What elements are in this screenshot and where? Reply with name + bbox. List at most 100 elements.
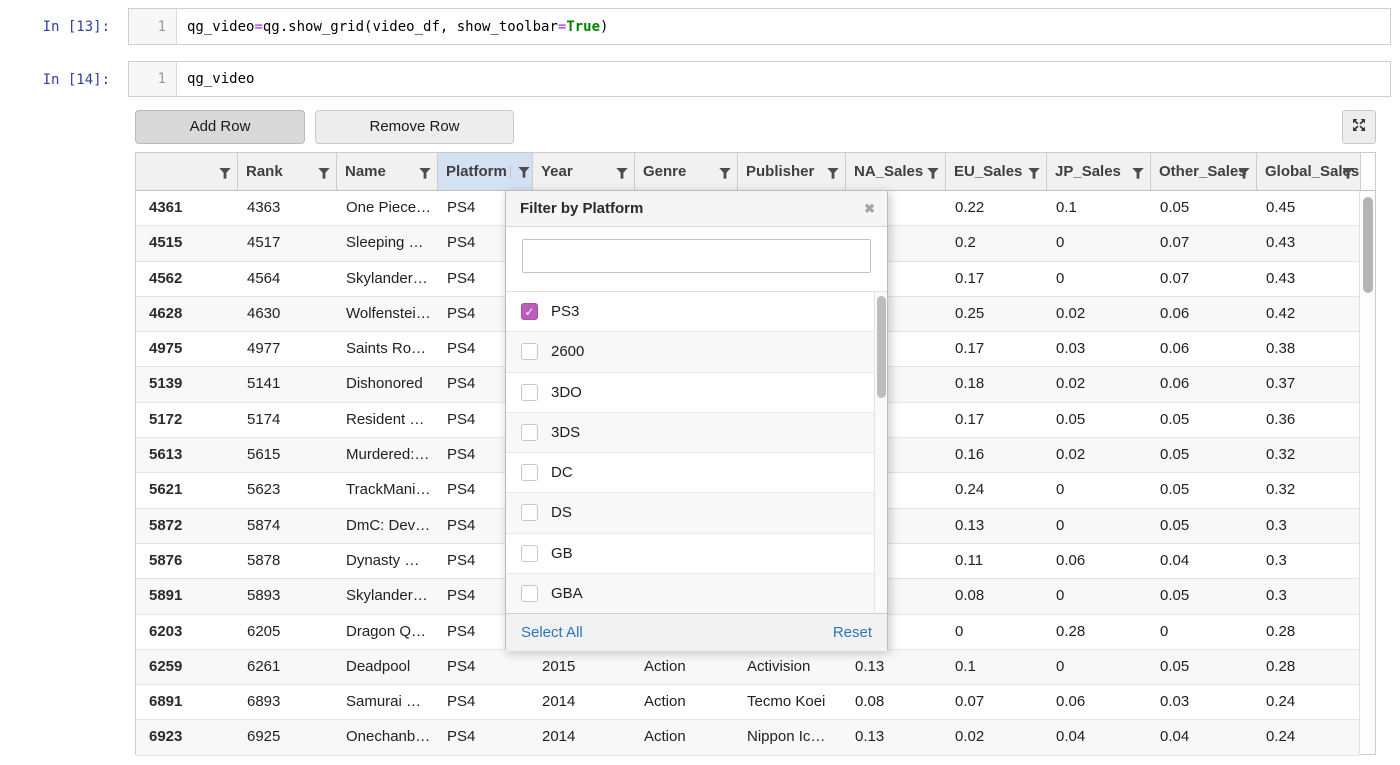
checkbox-unchecked[interactable] (521, 343, 538, 361)
filter-option-gb[interactable]: GB (506, 533, 887, 574)
table-cell: Activision (747, 657, 811, 675)
filter-option-3ds[interactable]: 3DS (506, 412, 887, 453)
checkbox-unchecked[interactable] (521, 504, 538, 522)
table-cell: 0.1 (1056, 199, 1077, 216)
table-cell: 0.07 (955, 693, 985, 711)
table-cell: 0.22 (955, 199, 985, 216)
filter-icon[interactable] (419, 166, 431, 179)
table-cell: PS4 (447, 516, 476, 534)
table-cell: 6205 (247, 622, 281, 640)
table-cell: 0.04 (1056, 728, 1086, 746)
table-cell: 0.05 (1160, 516, 1190, 534)
filter-icon[interactable] (616, 166, 628, 179)
vertical-scrollbar[interactable] (1359, 191, 1375, 754)
filter-option-ds[interactable]: DS (506, 493, 887, 534)
table-cell: 0.28 (1266, 657, 1296, 675)
row-index-cell: 6923 (149, 728, 183, 746)
filter-icon[interactable] (827, 166, 839, 179)
column-header-index[interactable] (136, 153, 238, 190)
reset-link[interactable]: Reset (832, 624, 872, 641)
filter-dropdown-footer: Select All Reset (506, 613, 887, 651)
table-row[interactable]: 6891 6893 Samurai … PS4 2014 Action Tecmo Koei… (136, 685, 1361, 721)
table-cell: PS4 (447, 375, 476, 393)
filter-option-gba[interactable]: GBA (506, 573, 887, 613)
column-header-label: Rank (246, 163, 283, 180)
table-cell: 0.04 (1160, 728, 1190, 746)
filter-icon[interactable] (1238, 166, 1250, 179)
checkbox-unchecked[interactable] (521, 544, 538, 562)
column-header-global_sales[interactable]: Global_Sales (1257, 153, 1361, 190)
filter-icon[interactable] (927, 166, 939, 179)
code-line[interactable]: qg_video (177, 62, 1390, 96)
table-cell: 0.36 (1266, 410, 1296, 428)
table-cell: 5878 (247, 551, 281, 569)
table-cell: 0.45 (1266, 199, 1296, 216)
checkbox-unchecked[interactable] (521, 423, 538, 441)
add-row-button[interactable]: Add Row (135, 110, 305, 144)
filter-icon[interactable] (1028, 166, 1040, 179)
filter-icon[interactable] (219, 166, 231, 179)
table-cell: 6893 (247, 693, 281, 711)
dropdown-scrollbar[interactable] (874, 292, 887, 613)
row-index-cell: 4361 (149, 199, 183, 216)
column-header-other_sales[interactable]: Other_Sales (1151, 153, 1257, 190)
table-cell: PS4 (447, 340, 476, 358)
table-cell: 0.3 (1266, 516, 1287, 534)
checkbox-unchecked[interactable] (521, 383, 538, 401)
table-cell: 0.32 (1266, 446, 1296, 464)
code-line[interactable]: qg_video = qg.show_grid(video_df, show_t… (177, 9, 1390, 44)
select-all-link[interactable]: Select All (521, 624, 583, 641)
table-cell: 0 (1056, 587, 1065, 605)
column-header-rank[interactable]: Rank (238, 153, 337, 190)
filter-option-dc[interactable]: DC (506, 453, 887, 494)
checkbox-unchecked[interactable] (521, 584, 538, 602)
column-header-publisher[interactable]: Publisher (738, 153, 846, 190)
line-number: 1 (129, 9, 177, 44)
scrollbar-thumb[interactable] (1363, 197, 1373, 293)
filter-option-ps3[interactable]: ✓ PS3 (506, 292, 887, 333)
filter-icon[interactable] (510, 165, 530, 179)
table-row[interactable]: 6259 6261 Deadpool PS4 2015 Action Activision 0… (136, 649, 1361, 686)
filter-icon[interactable] (318, 166, 330, 179)
checkbox-checked[interactable]: ✓ (521, 303, 538, 321)
code-cell[interactable]: 1 qg_video (128, 61, 1391, 97)
filter-option-label: 2600 (551, 343, 585, 361)
column-header-label: Global_Sales (1265, 163, 1360, 180)
column-header-jp_sales[interactable]: JP_Sales (1047, 153, 1151, 190)
column-header-eu_sales[interactable]: EU_Sales (946, 153, 1047, 190)
fullscreen-button[interactable] (1342, 110, 1376, 144)
table-cell: 0.43 (1266, 269, 1296, 287)
filter-option-3do[interactable]: 3DO (506, 372, 887, 413)
table-cell: 6925 (247, 728, 281, 746)
filter-search-input[interactable] (522, 239, 871, 273)
remove-row-button[interactable]: Remove Row (315, 110, 514, 144)
column-header-label: Genre (643, 163, 687, 180)
table-cell: 0.03 (1160, 693, 1190, 711)
close-icon[interactable]: ✖ (864, 201, 875, 216)
table-cell: 0.04 (1160, 551, 1190, 569)
dropdown-scrollbar-thumb[interactable] (877, 296, 886, 398)
filter-icon[interactable] (1132, 166, 1144, 179)
row-index-cell: 5613 (149, 446, 183, 464)
table-cell: 0.37 (1266, 375, 1296, 393)
column-header-name[interactable]: Name (337, 153, 438, 190)
code-token: = (254, 18, 263, 35)
table-row[interactable]: 5621 5623 TrackMani… PS4 0.24 0 0.05 0.32 (136, 473, 1361, 509)
table-row[interactable]: 6923 6925 Onechanb… PS4 2014 Action Nippon Ic…… (136, 720, 1361, 756)
filter-icon[interactable] (719, 166, 731, 179)
column-header-genre[interactable]: Genre (635, 153, 738, 190)
table-cell: 0.05 (1160, 446, 1190, 464)
column-header-year[interactable]: Year (533, 153, 635, 190)
filter-option-2600[interactable]: 2600 (506, 332, 887, 373)
table-cell: 0.13 (955, 516, 985, 534)
table-cell: 0.05 (1160, 410, 1190, 428)
arrows-out-icon (1351, 117, 1367, 138)
column-header-platform[interactable]: Platform (438, 153, 533, 190)
filter-option-label: GB (551, 544, 573, 562)
code-cell[interactable]: 1 qg_video = qg.show_grid(video_df, show… (128, 8, 1391, 45)
checkbox-unchecked[interactable] (521, 464, 538, 482)
table-cell: Skylander… (346, 587, 428, 605)
filter-icon[interactable] (1342, 166, 1354, 179)
table-cell: 0.06 (1056, 551, 1086, 569)
column-header-na_sales[interactable]: NA_Sales (846, 153, 946, 190)
